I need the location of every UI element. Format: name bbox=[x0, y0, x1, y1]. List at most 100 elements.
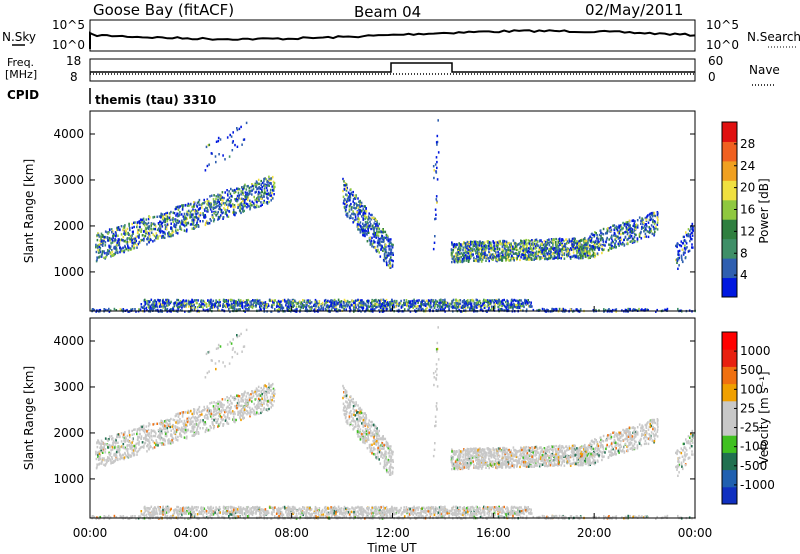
power-cell bbox=[378, 251, 380, 254]
power-cell bbox=[446, 303, 448, 307]
power-cell bbox=[302, 299, 304, 302]
power-cell bbox=[263, 199, 265, 203]
power-cell bbox=[207, 144, 210, 147]
power-cell bbox=[205, 145, 208, 149]
power-cell bbox=[614, 243, 617, 247]
power-cell bbox=[143, 306, 145, 310]
power-cell bbox=[468, 241, 470, 244]
power-cell bbox=[610, 228, 613, 232]
power-cell bbox=[122, 239, 124, 242]
power-cell bbox=[158, 229, 161, 233]
power-cell bbox=[217, 136, 220, 140]
power-cell bbox=[545, 249, 547, 252]
power-cell bbox=[206, 198, 209, 201]
power-cell bbox=[505, 252, 508, 255]
power-cell bbox=[512, 250, 514, 254]
power-cell bbox=[214, 302, 217, 305]
power-cell bbox=[415, 306, 418, 310]
power-cell bbox=[184, 215, 186, 218]
power-cell bbox=[359, 209, 362, 212]
power-cell bbox=[259, 192, 261, 195]
power-cell bbox=[383, 299, 386, 303]
power-cell bbox=[195, 224, 198, 227]
power-cell bbox=[471, 254, 473, 257]
power-cell bbox=[584, 252, 586, 255]
power-cell bbox=[235, 211, 237, 215]
power-cell bbox=[546, 242, 549, 246]
power-cell bbox=[161, 225, 164, 228]
power-cell bbox=[365, 216, 368, 219]
power-cell bbox=[346, 215, 349, 218]
power-cell bbox=[261, 203, 263, 206]
power-cell bbox=[259, 303, 261, 306]
power-cell bbox=[460, 256, 462, 259]
power-cell bbox=[595, 239, 597, 243]
power-cell bbox=[131, 238, 133, 242]
power-cell bbox=[112, 236, 114, 239]
power-cell bbox=[441, 304, 444, 307]
power-cell bbox=[471, 305, 474, 308]
power-cell bbox=[362, 302, 364, 305]
power-cell bbox=[554, 256, 557, 259]
power-cell bbox=[467, 257, 469, 261]
power-cell bbox=[172, 216, 174, 220]
power-cell bbox=[584, 248, 586, 251]
power-cell bbox=[226, 203, 228, 206]
power-cell bbox=[375, 249, 377, 252]
power-cell bbox=[486, 247, 488, 250]
power-cell bbox=[417, 304, 419, 308]
power-cell bbox=[556, 251, 559, 254]
power-cell bbox=[222, 154, 224, 157]
power-cell bbox=[389, 258, 391, 261]
power-cell bbox=[488, 253, 491, 256]
power-cell bbox=[636, 219, 639, 222]
power-cell bbox=[456, 255, 459, 259]
power-cell bbox=[458, 258, 461, 261]
power-cell bbox=[334, 309, 336, 312]
power-cell bbox=[678, 253, 680, 257]
power-cell bbox=[529, 239, 531, 243]
power-cell bbox=[621, 228, 623, 231]
power-cell bbox=[439, 306, 441, 309]
power-cell bbox=[381, 236, 383, 240]
power-cell bbox=[568, 238, 571, 241]
power-cell bbox=[464, 246, 466, 249]
power-cell bbox=[202, 212, 204, 215]
power-cell bbox=[225, 211, 227, 214]
power-cell bbox=[638, 307, 640, 311]
power-cell bbox=[686, 246, 688, 249]
power-cell bbox=[177, 208, 180, 212]
power-cell bbox=[588, 239, 591, 242]
power-cell bbox=[127, 310, 129, 313]
power-cell bbox=[352, 217, 354, 220]
power-cell bbox=[372, 240, 375, 243]
power-cell bbox=[596, 233, 598, 237]
power-cell bbox=[205, 303, 208, 306]
power-cell bbox=[535, 252, 537, 256]
power-cell bbox=[346, 199, 349, 202]
power-cell bbox=[203, 198, 205, 202]
power-cell bbox=[534, 242, 537, 246]
power-cell bbox=[459, 305, 461, 308]
power-cell bbox=[493, 241, 495, 244]
power-cell bbox=[374, 226, 376, 229]
power-cell bbox=[685, 233, 688, 237]
power-cell bbox=[186, 303, 188, 306]
power-cell bbox=[228, 204, 230, 207]
power-cell bbox=[582, 244, 584, 247]
power-cell bbox=[210, 205, 213, 209]
power-cell bbox=[265, 186, 268, 190]
power-cell bbox=[602, 243, 604, 247]
power-cell bbox=[217, 308, 219, 311]
power-cell bbox=[327, 299, 329, 303]
power-cell bbox=[471, 249, 474, 252]
power-cell bbox=[558, 252, 561, 256]
power-cell bbox=[353, 300, 355, 303]
power-cell bbox=[372, 305, 374, 308]
power-cell bbox=[496, 241, 499, 244]
freq-panel-frame bbox=[89, 58, 696, 82]
power-cell bbox=[650, 212, 653, 215]
power-cell bbox=[515, 245, 517, 249]
power-cell bbox=[345, 208, 347, 211]
power-cell bbox=[495, 256, 497, 259]
